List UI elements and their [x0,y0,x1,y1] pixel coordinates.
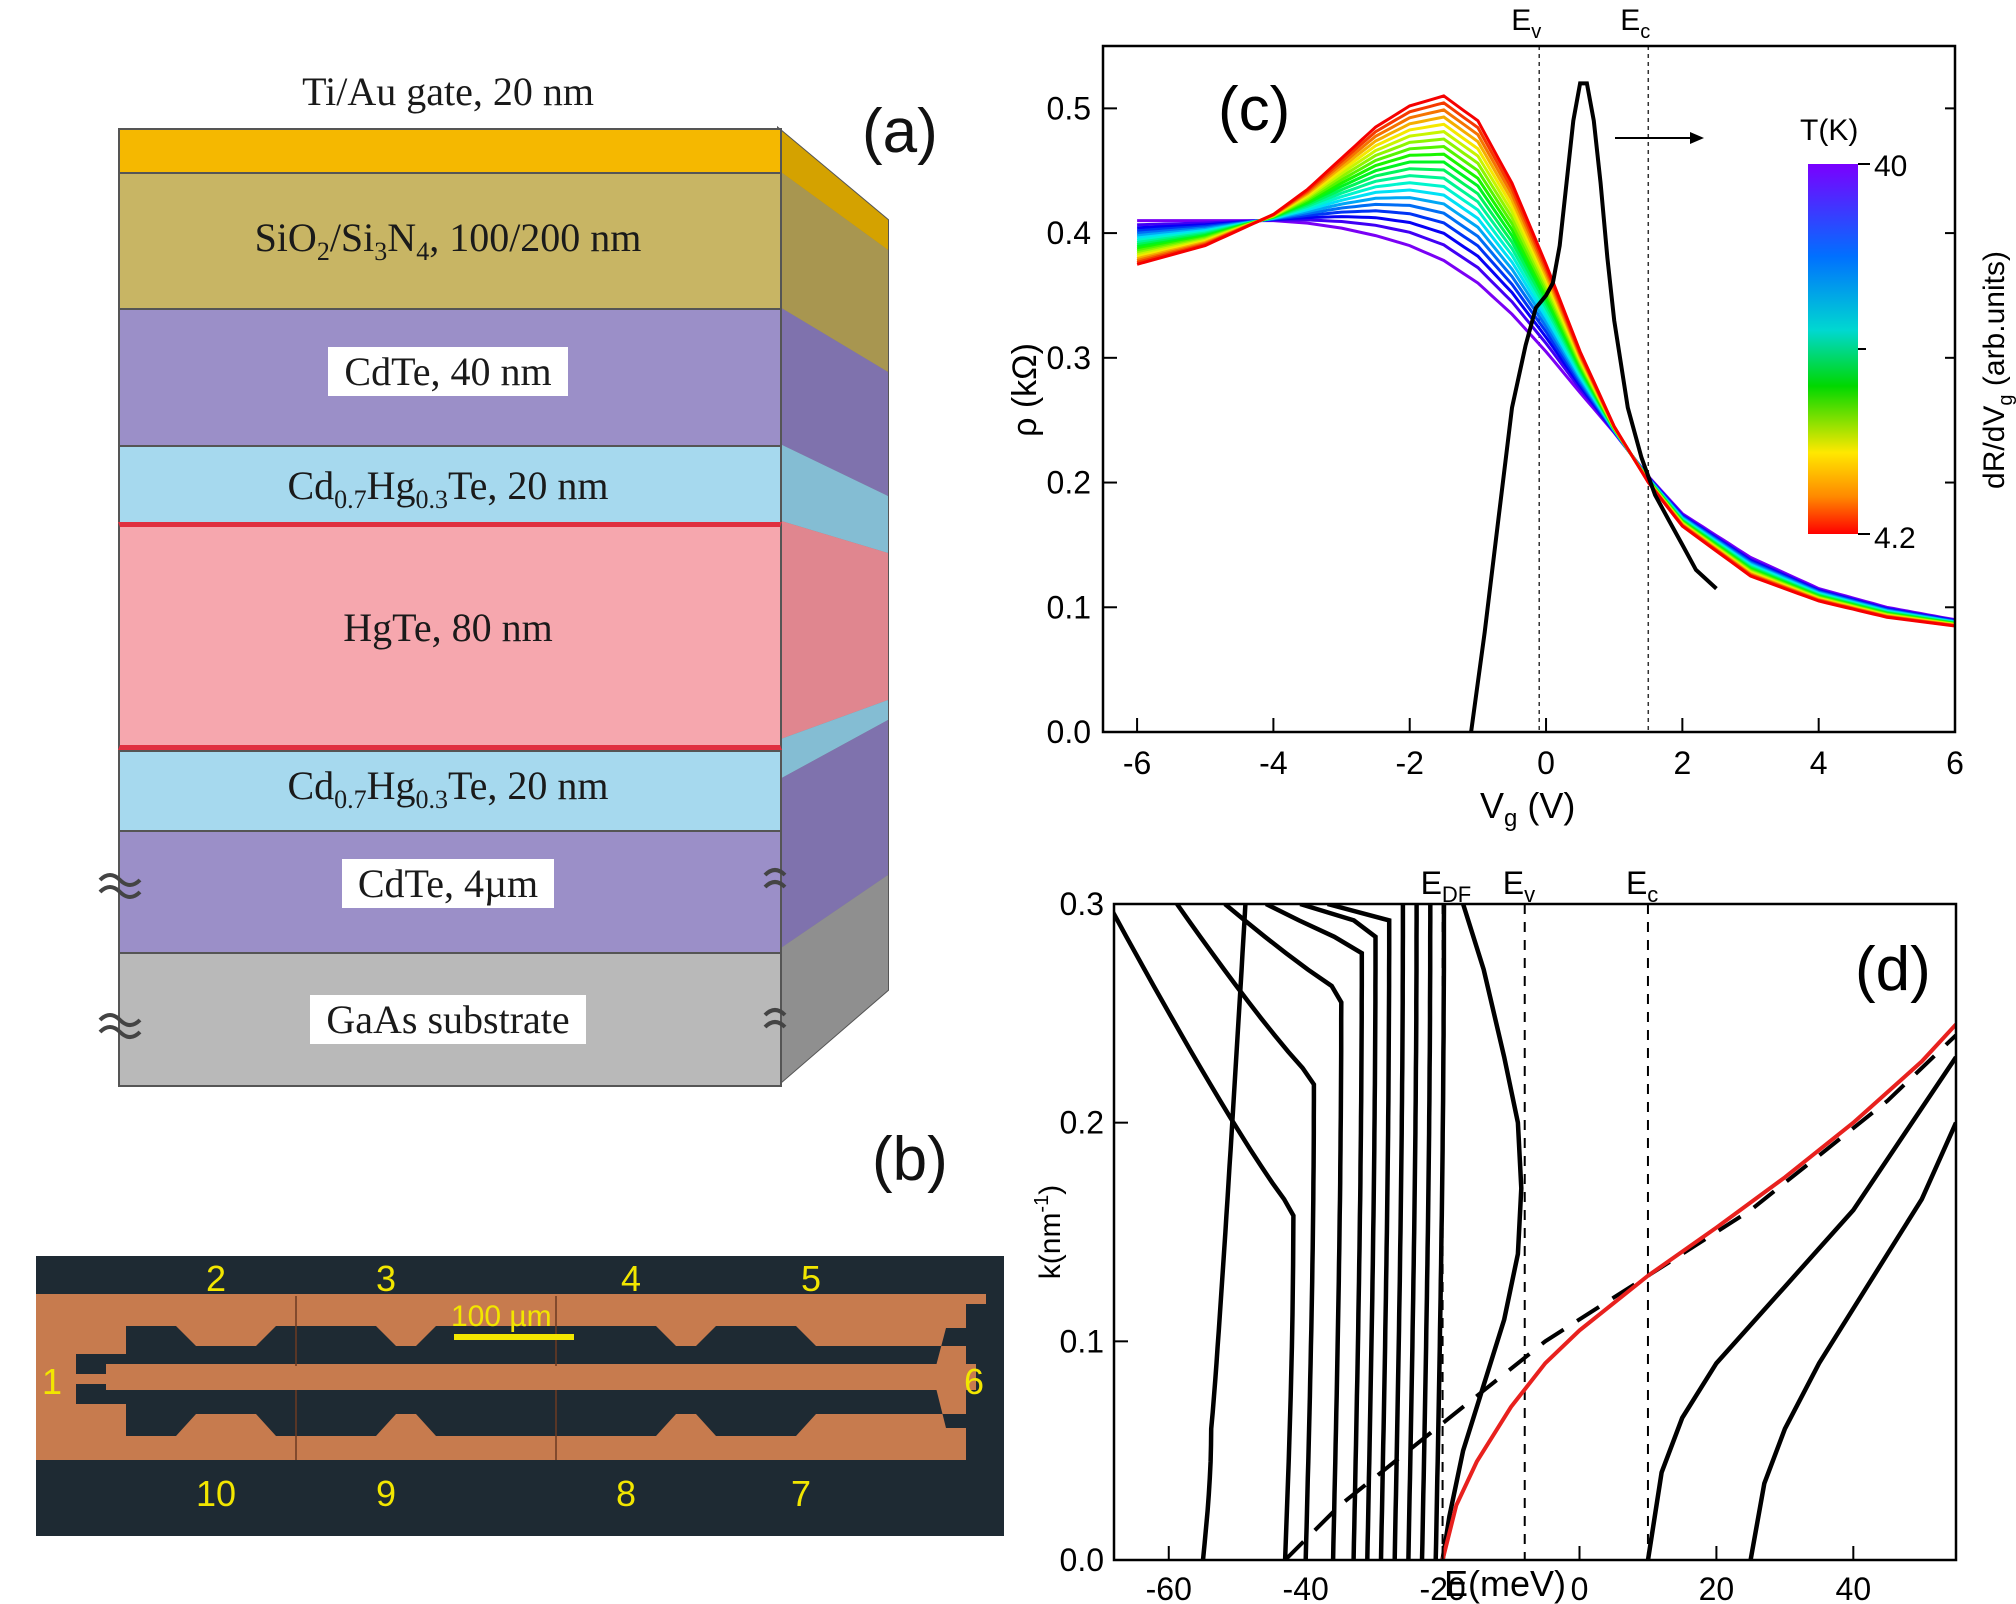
layer-hgte [118,522,782,750]
chart-d-xtick-label: -20 [1419,1571,1465,1604]
chart-c-xtick-label: 6 [1946,745,1964,781]
chart-c-xtick-label: -2 [1395,745,1423,781]
contact-9: 9 [376,1473,396,1514]
label-cdhgte-bottom: Cd0.7Hg0.3Te, 20 nm [287,763,609,814]
chart-d-xtick-label: 40 [1836,1571,1872,1604]
valence-subband [1406,904,1419,1560]
label-cdhgte-top: Cd0.7Hg0.3Te, 20 nm [287,463,609,514]
chart-d-vline-label: EDF [1421,865,1472,907]
derivative-curve [1469,81,1718,732]
valence-subband [1392,904,1406,1560]
dirac-dashed-line [1283,1033,1956,1560]
chart-d-frame [1112,902,1958,1562]
layer-cdte-40 [118,308,782,445]
chart-c-xtick-label: 4 [1810,745,1828,781]
layer-cdhgte-bottom [118,750,782,830]
chart-c: -6 -4 -2 0 2 4 6 0.0 0.1 0.2 0.3 0.4 0.5 Ev Ec T(K) 40… [1006,4,2016,832]
chart-c-ytick-label: 0.3 [1047,340,1091,376]
valence-subband [1175,904,1317,1560]
chart-d-ytick-label: 0.1 [1060,1323,1104,1359]
chart-c-ylabel: ρ (kΩ) [1006,343,1044,437]
contact-8: 8 [616,1473,636,1514]
contact-6: 6 [964,1361,984,1402]
valence-subband [1200,904,1248,1560]
chart-d-ytick-label: 0.2 [1060,1105,1104,1141]
panel-label-a: (a) [862,97,938,166]
chart-c-ytick-label: 0.1 [1047,589,1091,625]
contact-3: 3 [376,1258,396,1299]
chart-c-ylabel-right: dR/dVg (arb.units) [1978,251,2016,489]
contact-10: 10 [196,1473,236,1514]
colorbar-min: 4.2 [1874,522,1916,555]
chart-c-xtick-label: -4 [1259,745,1287,781]
hall-bar-labels: 2 3 4 5 10 9 8 7 1 6 100 µm [42,1258,984,1514]
label-gaas: GaAs substrate [118,995,778,1044]
valence-subband [1419,904,1433,1560]
contact-7: 7 [791,1473,811,1514]
valence-subband [1223,904,1344,1560]
chart-c-ytick-label: 0.2 [1047,465,1091,501]
chart-d-vline-label: Ec [1626,865,1658,907]
valence-subband [1114,909,1296,1560]
chart-d-ylabel: k(nm-1) [1031,1185,1067,1279]
chart-d: -60 -40 -20 0 20 40 0.0 0.1 0.2 0.3 EDF Ev Ec (d) E(… [1031,865,1958,1604]
valence-subband [1433,904,1447,1560]
chart-d-xlabel: E(meV) [1444,1563,1566,1604]
contact-2: 2 [206,1258,226,1299]
conduction-subband [1748,1121,1956,1560]
colorbar-max: 40 [1874,150,1907,183]
chart-d-vline-label: Ev [1503,865,1535,907]
rho-curve-series [1136,94,1955,628]
chart-c-ytick-label: 0.4 [1047,215,1091,251]
chart-c-vline-label: Ec [1620,4,1650,43]
valence-subband [1327,904,1392,1560]
layer-cdhgte-top [118,445,782,522]
chart-c-ytick-label: 0.0 [1047,714,1091,750]
chart-c-ytick-label: 0.5 [1047,90,1091,126]
chart-d-ytick-label: 0.3 [1060,886,1104,922]
label-cdte-4um: CdTe, 4µm [118,859,778,908]
chart-c-xlabel: Vg (V) [1480,785,1575,832]
chart-d-ytick-label: 0.0 [1060,1542,1104,1578]
break-marks [98,868,787,1039]
chart-d-xtick-label: -40 [1283,1571,1329,1604]
heterostructure-side [777,125,889,1088]
valence-subband [1264,904,1365,1560]
chart-d-xtick-label: 0 [1571,1571,1589,1604]
chart-d-xtick-label: 20 [1699,1571,1735,1604]
panel-label-b: (b) [872,1125,948,1194]
chart-c-xtick-label: 0 [1537,745,1555,781]
label-cdte-40: CdTe, 40 nm [118,347,778,396]
label-gate: Ti/Au gate, 20 nm [302,69,594,114]
valence-subband [1299,904,1378,1560]
contact-1: 1 [42,1361,62,1402]
chart-c-xtick-label: -6 [1123,745,1151,781]
axis-arrow-icon [1615,132,1704,144]
contact-4: 4 [621,1258,641,1299]
chart-c-xtick-label: 2 [1673,745,1691,781]
chart-c-vline-label: Ev [1511,4,1541,43]
label-sio2: SiO2/Si3N4, 100/200 nm [254,215,642,266]
contact-5: 5 [801,1258,821,1299]
dirac-red-curve [1440,1022,1956,1560]
colorbar-title: T(K) [1800,114,1858,147]
label-hgte: HgTe, 80 nm [343,605,553,650]
panel-label-d: (d) [1855,935,1931,1004]
colorbar [1808,164,1858,534]
chart-c-frame [1101,44,1957,734]
conduction-subband [1645,1055,1956,1560]
edge-subband [1440,904,1524,1560]
scale-bar-label: 100 µm [451,1300,552,1333]
panel-label-c: (c) [1218,75,1290,144]
hall-bar-micrograph [36,1256,1004,1536]
layer-sio2 [118,172,782,308]
chart-d-xtick-label: -60 [1146,1571,1192,1604]
layer-gate [118,128,782,172]
